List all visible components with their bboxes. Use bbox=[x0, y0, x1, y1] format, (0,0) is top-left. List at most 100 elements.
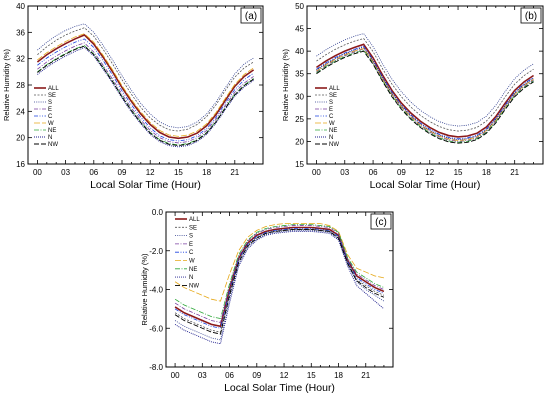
series-line-ne bbox=[174, 224, 385, 320]
series-line-se bbox=[37, 27, 254, 132]
legend-label-ne: NE bbox=[48, 128, 56, 134]
panel-label: (a) bbox=[245, 11, 257, 22]
series-line-ne bbox=[316, 49, 534, 143]
y-tick-label: 30 bbox=[295, 92, 304, 101]
x-axis-title: Local Solar Time (Hour) bbox=[370, 179, 481, 191]
y-tick-label: -8.0 bbox=[149, 363, 163, 372]
chart-panel-a: 00 03 06 09 12 15 18 21 16 20 24 28 32 36 40 Local Sola… bbox=[2, 2, 264, 191]
series-line-e bbox=[316, 48, 534, 142]
series-line-c bbox=[37, 38, 254, 142]
y-tick-label: 45 bbox=[295, 25, 304, 34]
x-tick-label: 00 bbox=[33, 168, 42, 177]
x-tick-label: 00 bbox=[171, 371, 180, 380]
chart-panel-b: 00 03 06 09 12 15 18 21 15 20 25 30 35 40 45 50 Local So… bbox=[281, 2, 544, 191]
panel-label-box bbox=[370, 213, 392, 230]
x-tick-label: 12 bbox=[425, 168, 434, 177]
y-tick-label: 35 bbox=[295, 70, 304, 79]
legend-label-c: C bbox=[48, 114, 53, 120]
legend-label-s: S bbox=[189, 234, 193, 240]
legend-label-all: ALL bbox=[48, 86, 59, 92]
panel-label: (b) bbox=[525, 11, 537, 22]
series-line-nw bbox=[174, 228, 385, 335]
series-line-se bbox=[174, 229, 385, 333]
x-tick-label: 00 bbox=[312, 168, 321, 177]
x-tick-label: 21 bbox=[510, 168, 519, 177]
y-tick-label: -4.0 bbox=[149, 286, 163, 295]
x-tick-label: 03 bbox=[198, 371, 207, 380]
legend-label-s: S bbox=[329, 100, 333, 106]
legend-label-e: E bbox=[189, 242, 193, 248]
y-tick-label: 20 bbox=[16, 134, 25, 143]
x-axis-title: Local Solar Time (Hour) bbox=[90, 179, 201, 191]
x-tick-label: 09 bbox=[252, 371, 261, 380]
y-axis-title: Relative Humidity (%) bbox=[2, 48, 11, 121]
legend-label-se: SE bbox=[189, 225, 197, 231]
plot-frame bbox=[306, 5, 544, 165]
legend-label-all: ALL bbox=[189, 217, 200, 223]
plot-frame bbox=[165, 211, 394, 368]
plot-frame bbox=[27, 5, 264, 165]
y-tick-label: 15 bbox=[295, 160, 304, 169]
legend-label-w: W bbox=[329, 121, 335, 127]
series-line-all bbox=[315, 43, 535, 138]
series-line-s bbox=[316, 33, 534, 127]
y-axis-title: Relative Humidity (%) bbox=[281, 48, 290, 121]
y-tick-label: 20 bbox=[295, 137, 304, 146]
legend-label-e: E bbox=[329, 107, 333, 113]
chart-panel-c: 00 03 06 09 12 15 18 21 -8.0 -6.0 -4.0 -2.0 0.0 Local… bbox=[140, 208, 394, 394]
series-line-c bbox=[174, 228, 385, 329]
y-tick-label: -2.0 bbox=[149, 247, 163, 256]
series-line-n bbox=[174, 230, 385, 345]
series-line-s bbox=[37, 23, 254, 129]
legend-label-se: SE bbox=[48, 93, 56, 99]
y-tick-label: 16 bbox=[16, 160, 25, 169]
series-line-s bbox=[174, 230, 385, 341]
legend-label-c: C bbox=[329, 114, 334, 120]
legend-label-nw: NW bbox=[329, 142, 339, 148]
legend-label-w: W bbox=[189, 259, 195, 265]
series-line-w bbox=[174, 223, 385, 302]
series-line-nw bbox=[37, 45, 254, 147]
x-tick-label: 12 bbox=[280, 371, 289, 380]
legend-label-all: ALL bbox=[329, 86, 340, 92]
series-line-all bbox=[174, 226, 385, 328]
x-tick-label: 18 bbox=[334, 371, 343, 380]
series-line-n bbox=[37, 46, 254, 148]
x-tick-label: 12 bbox=[146, 168, 155, 177]
panel-label-box bbox=[240, 7, 262, 24]
x-axis-title: Local Solar Time (Hour) bbox=[224, 382, 335, 394]
y-tick-label: 50 bbox=[295, 2, 304, 11]
legend-label-s: S bbox=[48, 100, 52, 106]
legend-label-ne: NE bbox=[329, 128, 337, 134]
x-tick-label: 06 bbox=[225, 371, 234, 380]
x-tick-label: 03 bbox=[340, 168, 349, 177]
x-tick-label: 15 bbox=[174, 168, 183, 177]
series-line-all bbox=[36, 34, 255, 140]
y-tick-label: 24 bbox=[16, 107, 25, 116]
panel-label: (c) bbox=[375, 217, 387, 228]
y-tick-label: 36 bbox=[16, 28, 25, 37]
x-tick-label: 18 bbox=[482, 168, 491, 177]
y-tick-label: 40 bbox=[295, 47, 304, 56]
series-line-e bbox=[37, 42, 254, 144]
y-tick-label: -6.0 bbox=[149, 324, 163, 333]
legend-label-ne: NE bbox=[189, 267, 197, 273]
y-tick-label: 40 bbox=[16, 2, 25, 11]
series-line-se bbox=[316, 38, 534, 132]
y-axis-title: Relative Humidity (%) bbox=[140, 253, 149, 326]
x-tick-label: 18 bbox=[202, 168, 211, 177]
x-tick-label: 06 bbox=[89, 168, 98, 177]
legend-label-n: N bbox=[329, 135, 333, 141]
legend-label-n: N bbox=[189, 275, 193, 281]
x-tick-label: 09 bbox=[118, 168, 127, 177]
x-tick-label: 15 bbox=[454, 168, 463, 177]
panel-label-box bbox=[520, 7, 542, 24]
x-tick-label: 06 bbox=[369, 168, 378, 177]
legend-label-c: C bbox=[189, 250, 194, 256]
y-tick-label: 0.0 bbox=[152, 208, 164, 217]
legend-label-w: W bbox=[48, 121, 54, 127]
